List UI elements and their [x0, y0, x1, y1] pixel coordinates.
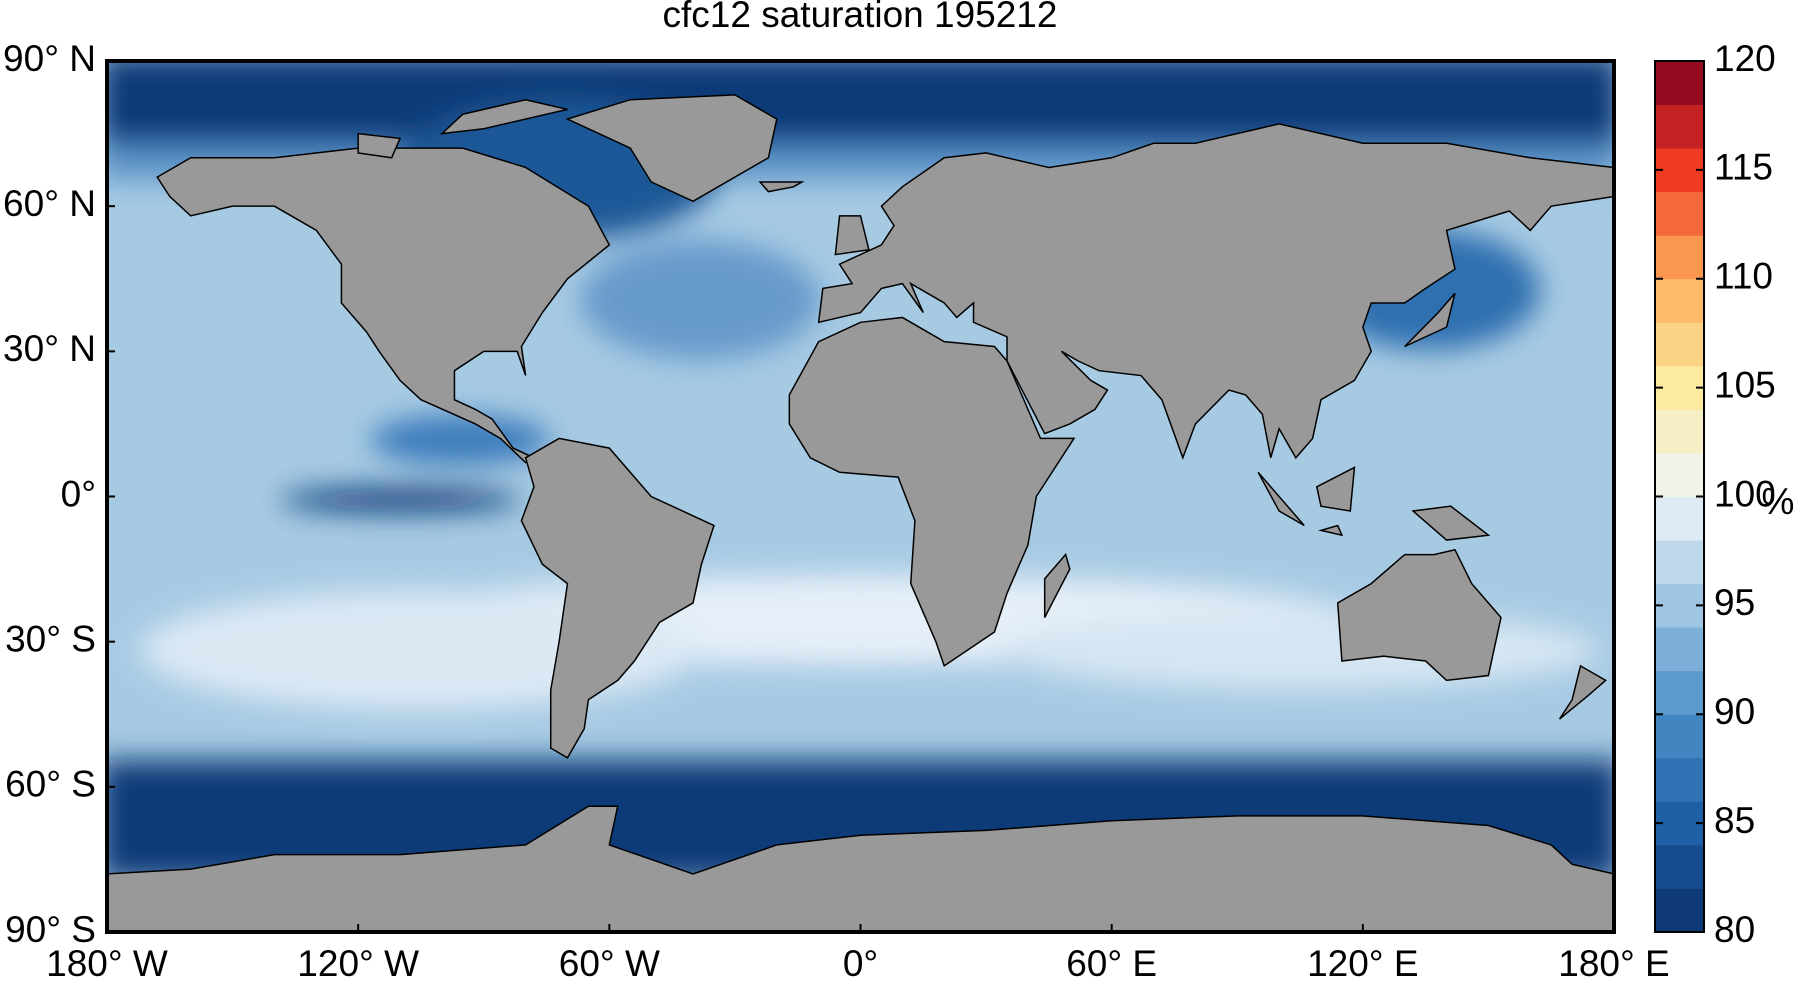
- colorbar-band: [1655, 583, 1704, 628]
- colorbar-band: [1655, 235, 1704, 280]
- x-tick-label: 120° W: [297, 943, 419, 984]
- colorbar-band: [1655, 191, 1704, 236]
- colorbar-band: [1655, 278, 1704, 323]
- y-tick-label: 0°: [61, 473, 96, 514]
- y-tick-label: 30° N: [3, 328, 96, 369]
- x-tick-label: 0°: [843, 943, 878, 984]
- colorbar-band: [1655, 452, 1704, 497]
- x-tick-label: 180° E: [1558, 943, 1670, 984]
- colorbar-band: [1655, 888, 1704, 933]
- colorbar-band: [1655, 844, 1704, 889]
- colorbar-band: [1655, 496, 1704, 541]
- colorbar-band: [1655, 322, 1704, 367]
- x-tick-label: 120° E: [1307, 943, 1419, 984]
- colorbar-band: [1655, 61, 1704, 106]
- colorbar-tick-label: 80: [1714, 909, 1755, 950]
- x-tick-label: 60° E: [1066, 943, 1157, 984]
- colorbar-tick-label: 105: [1714, 364, 1776, 405]
- colorbar-band: [1655, 148, 1704, 193]
- colorbar-tick-label: 90: [1714, 691, 1755, 732]
- y-tick-label: 60° N: [3, 183, 96, 224]
- colorbar-tick-label: 115: [1714, 147, 1773, 188]
- colorbar-band: [1655, 801, 1704, 846]
- y-tick-label: 90° S: [5, 909, 96, 950]
- colorbar-label: %: [1762, 481, 1795, 522]
- colorbar-band: [1655, 670, 1704, 715]
- colorbar-band: [1655, 757, 1704, 802]
- x-tick-label: 180° W: [46, 943, 168, 984]
- map-field: [107, 61, 1614, 932]
- y-tick-label: 30° S: [5, 618, 96, 659]
- colorbar-tick-label: 120: [1714, 38, 1776, 79]
- land: [107, 95, 1614, 932]
- x-tick-label: 60° W: [559, 943, 660, 984]
- colorbar-band: [1655, 627, 1704, 672]
- colorbar-tick-label: 85: [1714, 800, 1755, 841]
- chart-title: cfc12 saturation 195212: [663, 0, 1058, 35]
- colorbar-tick-label: 95: [1714, 582, 1755, 623]
- colorbar-tick-label: 100: [1714, 473, 1776, 514]
- colorbar-band: [1655, 104, 1704, 149]
- colorbar-band: [1655, 365, 1704, 410]
- colorbar: [1655, 61, 1704, 933]
- colorbar-tick-label: 110: [1714, 256, 1773, 297]
- colorbar-band: [1655, 714, 1704, 759]
- colorbar-band: [1655, 540, 1704, 585]
- y-tick-label: 60° S: [5, 764, 96, 805]
- y-tick-label: 90° N: [3, 38, 96, 79]
- colorbar-band: [1655, 409, 1704, 454]
